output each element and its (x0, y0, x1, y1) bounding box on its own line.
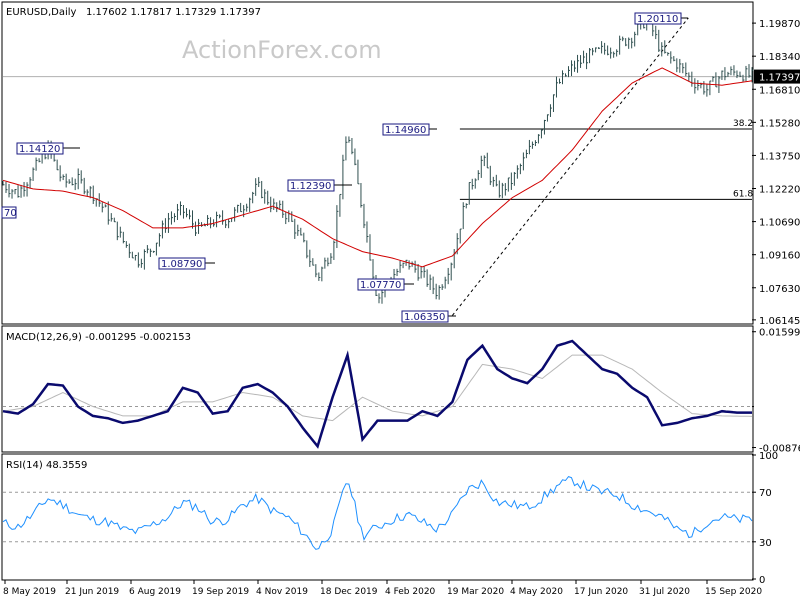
rsi-title: RSI(14) 48.3559 (6, 460, 87, 471)
ohlc-values: 1.17602 1.17817 1.17329 1.17397 (86, 7, 261, 18)
x-axis-tick-label: 4 Feb 2020 (385, 587, 436, 597)
x-axis-tick-label: 21 Jun 2019 (65, 587, 119, 597)
annotation-label: 1.06350 (404, 312, 445, 323)
rsi-y-tick-label: 100 (759, 451, 778, 462)
macd-line (2, 339, 752, 449)
price-y-tick-label: 1.07630 (759, 284, 800, 295)
x-axis-tick-label: 4 Nov 2019 (256, 587, 308, 597)
macd-panel (1, 325, 754, 453)
price-y-tick-label: 1.10690 (759, 218, 800, 229)
annotation-label: 1.14960 (385, 125, 426, 136)
x-axis-tick-label: 15 Sep 2020 (705, 587, 762, 597)
annotation-box (634, 12, 682, 25)
macd-current-box (754, 399, 800, 414)
price-panel (1, 1, 754, 325)
annotation-label: 1.08790 (161, 259, 202, 270)
plot-layer: 1.19870 1.18340 1.16810 1.15280 1.13750 1.122… (1, 12, 800, 597)
annotation-box (357, 278, 405, 291)
x-axis-tick-label: 18 Dec 2019 (320, 587, 378, 597)
fib-level-label: 38.2 (733, 119, 753, 129)
rsi-y-tick-label: 0 (759, 575, 765, 586)
annotation-box (401, 310, 449, 323)
moving-average-line (2, 67, 753, 268)
x-axis-tick-label: 17 Jun 2020 (574, 587, 628, 597)
price-y-tick-label: 1.15280 (759, 118, 800, 129)
annotation-box (1, 206, 17, 219)
rsi-line (2, 476, 753, 550)
price-y-tick-label: 1.09160 (759, 251, 800, 262)
rsi-y-tick-label: 70 (759, 488, 772, 499)
annotation-label: 1.20110 (637, 14, 678, 25)
annotation-box (158, 257, 206, 270)
annotation-box (287, 179, 335, 192)
price-y-tick-label: 1.19870 (759, 19, 800, 30)
x-axis-tick-label: 8 May 2019 (3, 587, 56, 597)
symbol-label: EURUSD,Daily (6, 7, 77, 18)
rsi-panel (1, 453, 754, 581)
macd-y-tick-label: 0.015991 (759, 328, 800, 339)
current-price-box (754, 69, 800, 84)
macd-title: MACD(12,26,9) -0.001295 -0.002153 (6, 332, 191, 343)
x-axis-tick-label: 4 May 2020 (510, 587, 563, 597)
annotation-box (16, 142, 64, 155)
x-axis-tick-label: 6 Aug 2019 (129, 587, 181, 597)
annotation-label: 1.07770 (360, 280, 401, 291)
price-y-tick-label: 1.16810 (759, 85, 800, 96)
macd-y-tick-label: -0.00876 (759, 444, 800, 455)
x-axis-tick-label: 31 Jul 2020 (639, 587, 690, 597)
price-y-tick-label: 1.18340 (759, 52, 800, 63)
x-axis-tick-label: 19 Sep 2019 (192, 587, 249, 597)
x-axis-tick-label: 19 Mar 2020 (447, 587, 504, 597)
rsi-y-tick-label: 30 (759, 538, 772, 549)
watermark: ActionForex.com (182, 36, 382, 64)
annotation-label: 1.14120 (19, 144, 60, 155)
annotation-label: 1.12390 (290, 181, 331, 192)
price-y-tick-label: 1.13750 (759, 151, 800, 162)
fib-level-label: 61.8 (733, 189, 753, 199)
annotation-label: 70 (4, 208, 17, 219)
macd-signal-line (2, 354, 753, 422)
price-y-tick-label: 1.06145 (759, 316, 800, 327)
annotation-box (382, 123, 430, 136)
price-y-tick-label: 1.12220 (759, 185, 800, 196)
current-price-label: 1.17397 (759, 73, 800, 84)
